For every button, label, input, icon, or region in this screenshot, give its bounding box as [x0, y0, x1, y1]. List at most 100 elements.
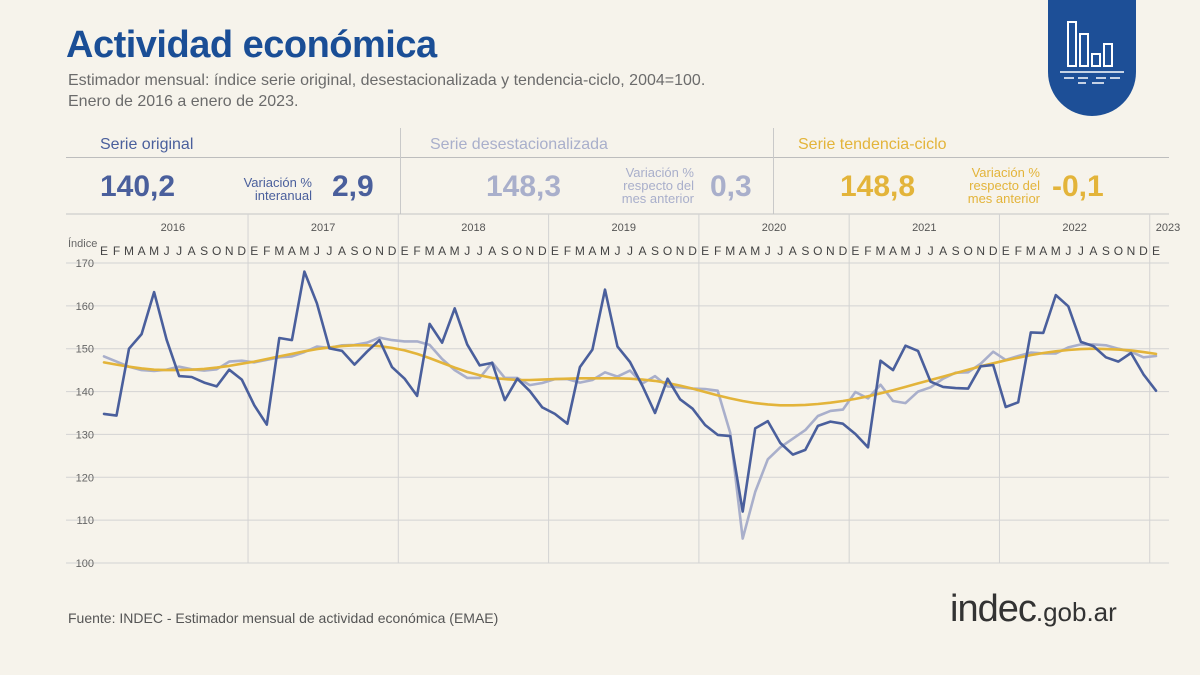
month-tick-label: M — [575, 244, 585, 258]
month-tick-label: E — [851, 244, 859, 258]
month-tick-label: M — [274, 244, 284, 258]
panel-original-name: Serie original — [100, 136, 194, 153]
var-label-line: Variación % — [971, 165, 1040, 180]
month-tick-label: F — [413, 244, 420, 258]
panel-tendencia-value: 148,8 — [840, 170, 916, 203]
month-tick-label: M — [299, 244, 309, 258]
month-tick-label: O — [813, 244, 822, 258]
month-tick-label: S — [1102, 244, 1110, 258]
y-tick-label: 120 — [76, 472, 94, 484]
month-tick-label: E — [100, 244, 108, 258]
month-tick-label: J — [627, 244, 633, 258]
month-tick-label: J — [614, 244, 620, 258]
month-tick-label: S — [501, 244, 509, 258]
month-tick-label: F — [263, 244, 270, 258]
month-tick-label: F — [113, 244, 120, 258]
month-tick-label: S — [350, 244, 358, 258]
month-tick-label: M — [124, 244, 134, 258]
month-tick-label: A — [789, 244, 797, 258]
month-tick-label: J — [314, 244, 320, 258]
month-tick-label: M — [450, 244, 460, 258]
month-tick-label: A — [288, 244, 296, 258]
month-tick-label: E — [250, 244, 258, 258]
month-tick-label: A — [1089, 244, 1097, 258]
month-tick-label: J — [928, 244, 934, 258]
panel-desest-name: Serie desestacionalizada — [430, 136, 608, 153]
month-tick-label: A — [1039, 244, 1047, 258]
month-tick-label: M — [149, 244, 159, 258]
var-label-line: mes anterior — [967, 191, 1040, 206]
panel-original-var-value: 2,9 — [332, 170, 374, 203]
panel-desest-value: 148,3 — [486, 170, 562, 203]
year-label: 2023 — [1156, 222, 1180, 234]
logo-main: indec — [950, 588, 1037, 630]
month-tick-label: A — [138, 244, 146, 258]
page-subtitle: Estimador mensual: índice serie original… — [68, 70, 705, 112]
month-tick-label: A — [338, 244, 346, 258]
var-label-line: Variación % — [243, 175, 312, 190]
y-tick-label: 130 — [76, 429, 94, 441]
month-tick-label: M — [875, 244, 885, 258]
month-tick-label: J — [915, 244, 921, 258]
y-tick-label: 100 — [76, 558, 94, 570]
month-tick-label: J — [464, 244, 470, 258]
month-tick-label: F — [564, 244, 571, 258]
source-note: Fuente: INDEC - Estimador mensual de act… — [68, 610, 499, 626]
month-tick-label: D — [237, 244, 246, 258]
month-tick-label: O — [663, 244, 672, 258]
year-label: 2017 — [311, 222, 335, 234]
indec-logo: indec.gob.ar — [950, 588, 1117, 631]
var-label-line: interanual — [254, 188, 312, 203]
month-tick-label: D — [839, 244, 848, 258]
month-tick-label: M — [901, 244, 911, 258]
month-tick-label: N — [225, 244, 234, 258]
year-label: 2021 — [912, 222, 936, 234]
month-tick-label: J — [1078, 244, 1084, 258]
month-tick-label: E — [701, 244, 709, 258]
panel-original-value: 140,2 — [100, 170, 176, 203]
y-tick-label: 160 — [76, 301, 94, 313]
month-tick-label: J — [176, 244, 182, 258]
y-axis-label: Índice — [68, 237, 97, 250]
month-tick-label: A — [188, 244, 196, 258]
month-tick-label: N — [976, 244, 985, 258]
month-tick-label: J — [1065, 244, 1071, 258]
month-tick-label: S — [952, 244, 960, 258]
month-tick-label: M — [1051, 244, 1061, 258]
var-label-line: mes anterior — [621, 191, 694, 206]
month-tick-label: N — [525, 244, 534, 258]
month-tick-label: O — [963, 244, 972, 258]
month-tick-label: O — [212, 244, 221, 258]
panel-tendencia-name: Serie tendencia-ciclo — [798, 136, 947, 153]
month-tick-label: E — [551, 244, 559, 258]
month-tick-label: J — [777, 244, 783, 258]
subtitle-line-2: Enero de 2016 a enero de 2023. — [68, 93, 299, 110]
month-tick-label: O — [1114, 244, 1123, 258]
month-tick-label: M — [1026, 244, 1036, 258]
panel-divider-line — [66, 157, 1169, 158]
month-tick-label: J — [765, 244, 771, 258]
panel-desest-var-value: 0,3 — [710, 170, 752, 203]
panel-desest-var-label: Variación % respecto del mes anterior — [596, 166, 694, 205]
month-tick-label: N — [1127, 244, 1136, 258]
month-tick-label: E — [1002, 244, 1010, 258]
year-label: 2018 — [461, 222, 485, 234]
y-tick-label: 140 — [76, 387, 94, 399]
month-tick-label: M — [425, 244, 435, 258]
month-tick-label: S — [200, 244, 208, 258]
month-tick-label: D — [538, 244, 547, 258]
month-tick-label: O — [513, 244, 522, 258]
month-tick-label: N — [676, 244, 685, 258]
month-tick-label: F — [1015, 244, 1022, 258]
series-line-desestacionalizada — [102, 336, 1158, 540]
month-tick-label: F — [714, 244, 721, 258]
month-tick-label: S — [651, 244, 659, 258]
month-tick-label: J — [477, 244, 483, 258]
subtitle-line-1: Estimador mensual: índice serie original… — [68, 72, 706, 89]
month-tick-label: D — [989, 244, 998, 258]
month-tick-label: E — [401, 244, 409, 258]
month-tick-label: N — [826, 244, 835, 258]
month-tick-label: E — [1152, 244, 1160, 258]
month-tick-label: M — [725, 244, 735, 258]
